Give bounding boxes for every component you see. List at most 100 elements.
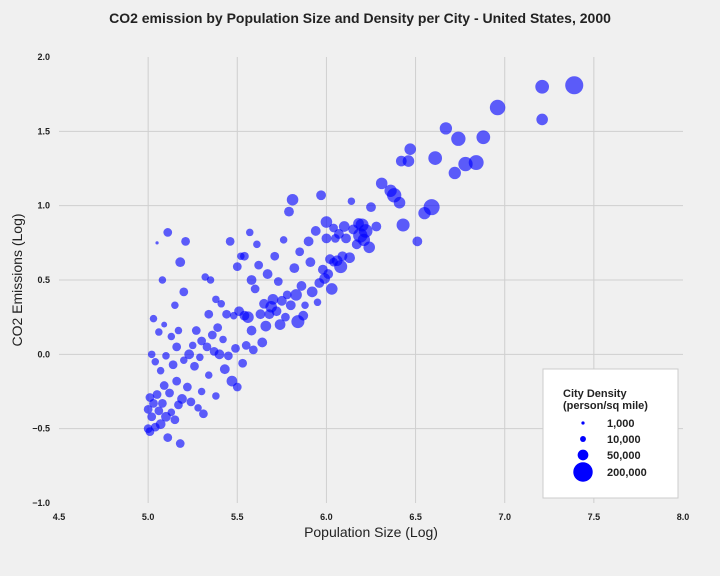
- grid: [59, 57, 683, 503]
- y-tick-label: 1.0: [37, 201, 50, 211]
- data-point: [458, 156, 473, 172]
- data-point: [223, 351, 233, 361]
- x-tick-label: 6.0: [320, 512, 333, 522]
- data-point: [161, 321, 168, 328]
- data-point: [159, 381, 169, 390]
- data-point: [167, 408, 176, 417]
- data-point: [468, 155, 484, 171]
- data-point: [295, 247, 305, 257]
- data-point: [172, 342, 182, 352]
- data-point: [396, 218, 410, 232]
- data-point: [155, 328, 163, 336]
- data-point: [264, 309, 275, 320]
- x-tick-label: 6.5: [409, 512, 422, 522]
- data-point: [255, 309, 266, 320]
- legend-title-line2: (person/sq mile): [563, 400, 648, 412]
- data-point: [232, 262, 242, 271]
- x-tick-label: 4.5: [53, 512, 66, 522]
- data-point: [305, 257, 316, 268]
- data-point: [257, 337, 268, 348]
- data-point: [168, 360, 178, 370]
- data-point: [366, 202, 376, 213]
- data-point: [231, 344, 240, 353]
- data-point: [371, 221, 382, 232]
- data-point: [238, 358, 248, 368]
- data-point: [143, 424, 153, 434]
- data-point: [182, 382, 192, 392]
- data-point: [316, 190, 326, 201]
- y-tick-label: 2.0: [37, 52, 50, 62]
- legend-label: 10,000: [607, 434, 641, 446]
- data-points: [143, 76, 584, 448]
- x-tick-label: 5.0: [142, 512, 155, 522]
- legend-label: 1,000: [607, 418, 635, 430]
- data-point: [439, 122, 453, 135]
- data-point: [147, 350, 156, 359]
- data-point: [338, 221, 350, 232]
- x-tick-label: 5.5: [231, 512, 244, 522]
- data-point: [565, 76, 584, 95]
- data-point: [171, 301, 179, 310]
- data-point: [310, 226, 321, 236]
- data-point: [152, 390, 162, 399]
- data-point: [147, 412, 157, 422]
- data-point: [375, 177, 388, 190]
- data-point: [145, 393, 155, 402]
- data-point: [326, 283, 338, 295]
- legend-marker: [573, 462, 593, 482]
- data-point: [536, 113, 548, 126]
- data-point: [303, 236, 314, 247]
- data-point: [281, 312, 290, 322]
- data-point: [285, 300, 296, 311]
- data-point: [337, 251, 348, 262]
- data-point: [225, 236, 235, 246]
- legend-label: 200,000: [607, 467, 647, 479]
- data-point: [428, 151, 443, 165]
- data-point: [476, 130, 491, 145]
- data-point: [384, 184, 397, 197]
- data-point: [204, 309, 214, 319]
- data-point: [158, 276, 167, 284]
- x-tick-label: 7.5: [588, 512, 601, 522]
- x-tick-label: 8.0: [677, 512, 690, 522]
- data-point: [489, 99, 506, 116]
- data-point: [209, 346, 219, 356]
- data-point: [363, 241, 375, 254]
- data-point: [175, 439, 185, 448]
- data-point: [158, 399, 167, 408]
- data-point: [262, 269, 273, 279]
- data-point: [321, 233, 332, 244]
- data-point: [217, 300, 225, 308]
- data-point: [267, 293, 279, 305]
- data-point: [181, 236, 190, 246]
- data-point: [306, 286, 318, 298]
- data-point: [154, 406, 164, 416]
- data-point: [219, 335, 227, 344]
- data-point: [273, 277, 283, 286]
- data-point: [341, 233, 351, 244]
- data-point: [180, 356, 188, 365]
- data-point: [274, 319, 286, 330]
- axis-ticks: 4.5 5.0 5.5 6.0 6.5 7.0 7.5 8.0 2.0 1.5 1.0 0.5 0.0 −…: [32, 52, 689, 522]
- data-point: [241, 341, 251, 350]
- data-point: [412, 236, 423, 247]
- y-tick-label: −0.5: [32, 424, 50, 434]
- data-point: [174, 326, 183, 335]
- data-point: [313, 298, 322, 307]
- data-point: [282, 290, 292, 300]
- data-point: [404, 143, 416, 155]
- y-tick-label: 1.5: [37, 126, 50, 136]
- legend-entries: 1,000 10,000 50,000 200,000: [573, 418, 647, 482]
- data-point: [149, 314, 158, 323]
- data-point: [197, 387, 206, 396]
- data-point: [190, 361, 199, 371]
- data-point: [246, 275, 257, 285]
- legend-marker: [580, 436, 586, 442]
- data-point: [451, 131, 466, 146]
- y-tick-label: 0.5: [37, 275, 50, 285]
- legend: City Density (person/sq mile) 1,000 10,00…: [542, 368, 679, 499]
- data-point: [535, 79, 550, 94]
- data-point: [219, 364, 230, 375]
- data-point: [246, 325, 257, 336]
